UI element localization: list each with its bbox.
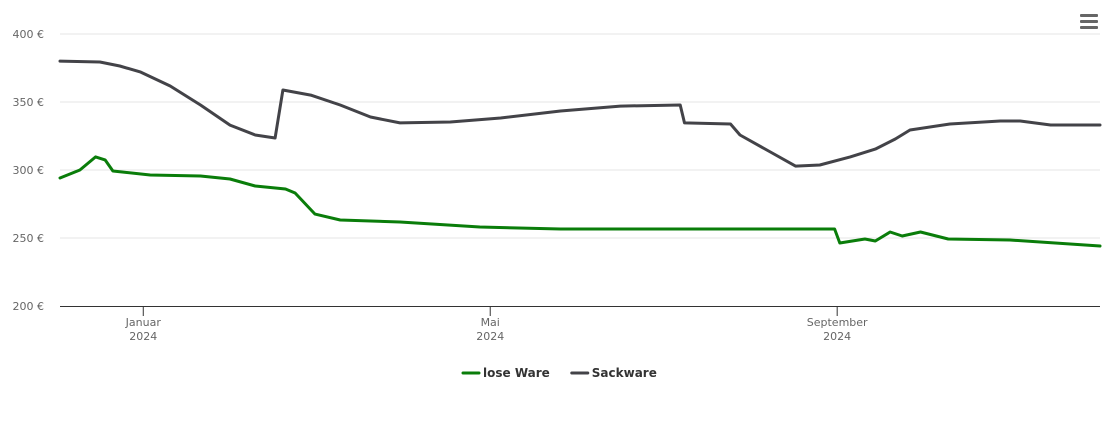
menu-button[interactable]	[1080, 14, 1098, 29]
y-tick-label: 250 €	[13, 232, 45, 245]
legend-label: Sackware	[592, 366, 657, 380]
x-tick-label: Mai 2024	[476, 316, 504, 343]
x-tick-label: Januar 2024	[125, 316, 162, 343]
y-tick-label: 400 €	[13, 28, 45, 41]
series-line	[58, 59, 1102, 168]
y-tick-label: 300 €	[13, 164, 45, 177]
series-line	[58, 155, 1102, 248]
x-tick-label: September 2024	[807, 316, 868, 343]
legend-item[interactable]: lose Ware	[461, 366, 550, 380]
menu-bar	[1080, 26, 1098, 29]
y-tick-label: 350 €	[13, 96, 45, 109]
legend: lose Ware Sackware	[461, 366, 657, 380]
legend-label: lose Ware	[483, 366, 550, 380]
y-tick-label: 200 €	[13, 300, 45, 313]
menu-bar	[1080, 14, 1098, 17]
legend-item[interactable]: Sackware	[570, 366, 657, 380]
menu-bar	[1080, 20, 1098, 23]
